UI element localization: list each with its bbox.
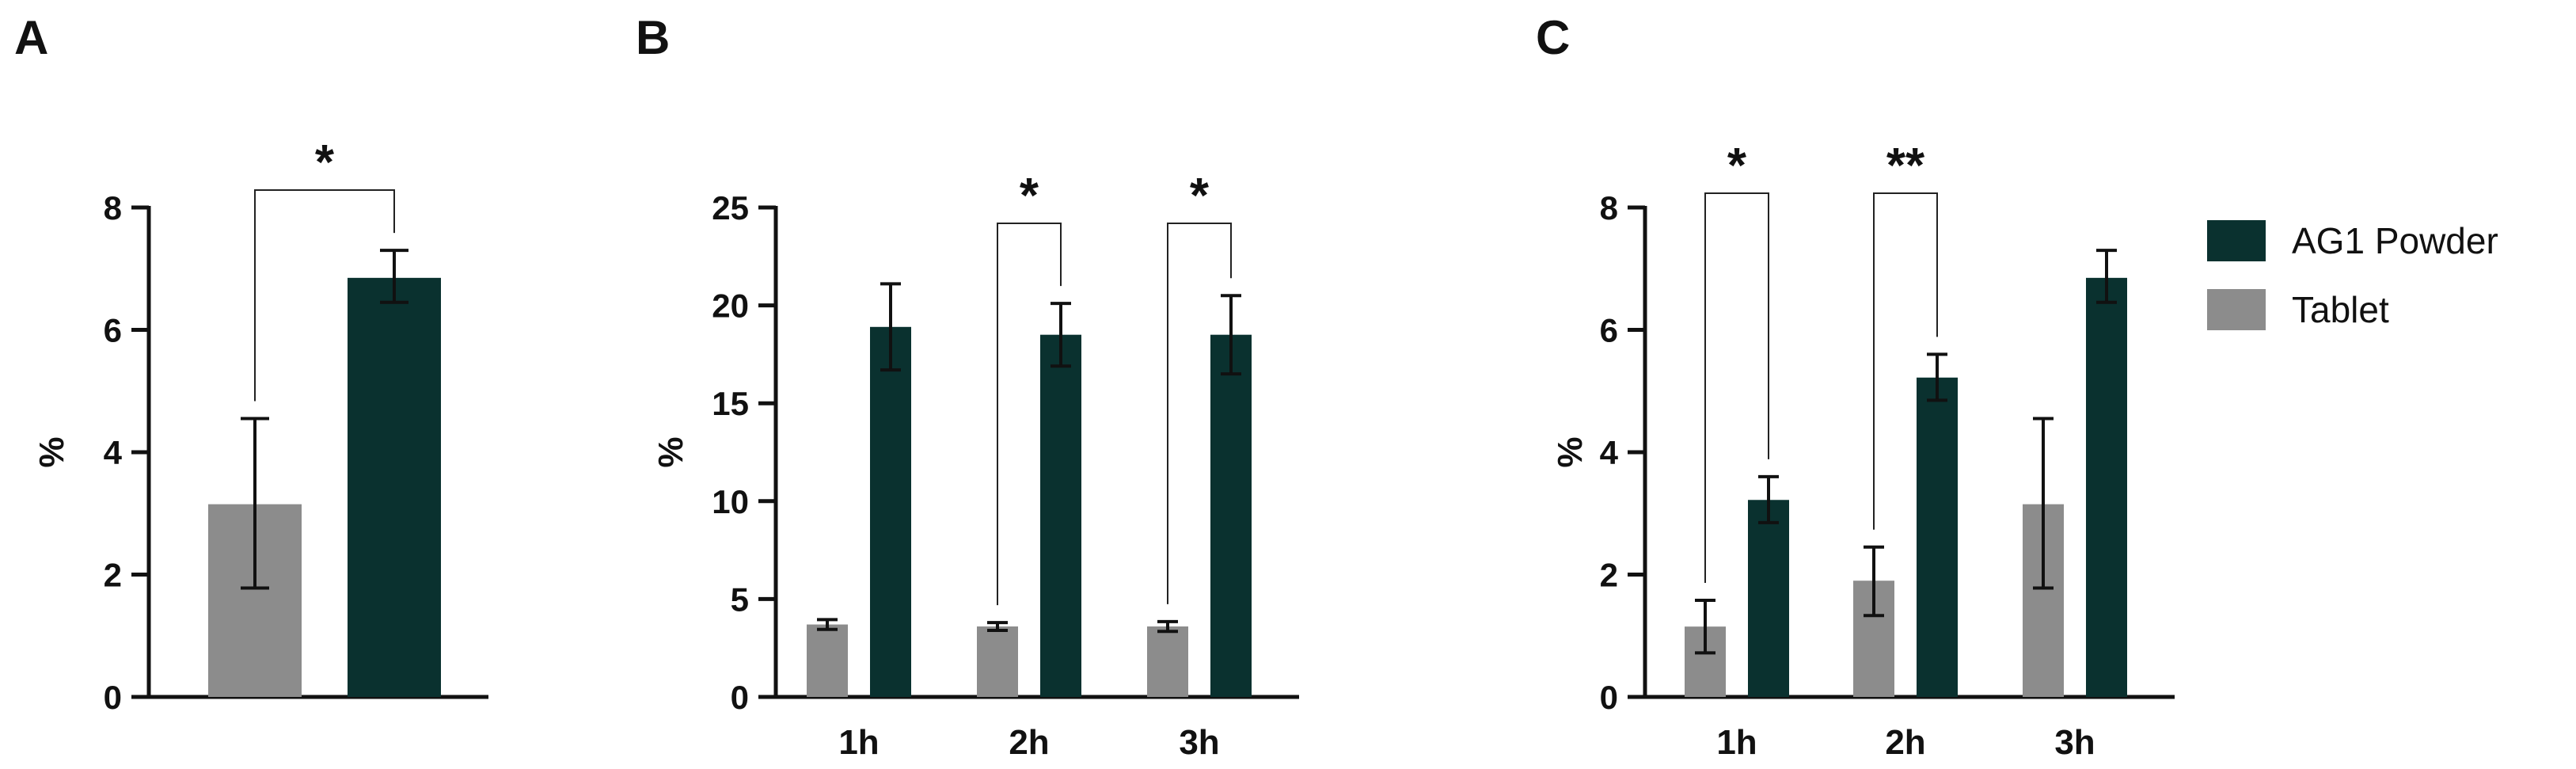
chart-b: 0 5 10 15 20 25% 1h 2h 3h * * xyxy=(652,169,1299,762)
y-tick-label: 8 xyxy=(1600,189,1618,227)
category-label: 2h xyxy=(1009,723,1049,762)
significance-marker: * xyxy=(1190,169,1210,223)
significance-bracket xyxy=(1704,192,1769,583)
legend-label-ag1-powder: AG1 Powder xyxy=(2292,220,2498,261)
y-tick-label: 4 xyxy=(104,434,123,471)
significance-marker: * xyxy=(1727,139,1747,193)
y-axis-label: % xyxy=(652,436,690,467)
legend: AG1 Powder Tablet xyxy=(2207,220,2498,330)
category-label: 1h xyxy=(1716,723,1757,762)
legend-swatch-tablet xyxy=(2207,289,2266,330)
category-label: 2h xyxy=(1885,723,1925,762)
legend-swatch-ag1-powder xyxy=(2207,220,2266,261)
y-axis-label: % xyxy=(1551,436,1590,467)
significance-bracket xyxy=(1873,192,1938,530)
bar-tablet xyxy=(807,624,848,697)
y-tick-label: 20 xyxy=(712,287,749,325)
y-tick-label: 0 xyxy=(104,679,122,716)
bar-ag1-powder xyxy=(1748,500,1789,697)
y-tick-label: 2 xyxy=(104,557,122,594)
y-tick-label: 4 xyxy=(1600,434,1619,471)
y-tick-label: 2 xyxy=(1600,557,1618,594)
bar-ag1-powder xyxy=(870,326,911,697)
bar-ag1-powder xyxy=(348,277,441,697)
bar-ag1-powder xyxy=(1917,377,1958,697)
panel-label-a: A xyxy=(14,11,48,64)
panel-label-b: B xyxy=(636,11,670,64)
significance-bracket xyxy=(997,223,1062,606)
bar-tablet xyxy=(977,626,1018,697)
y-axis-label: % xyxy=(32,436,71,467)
y-tick-label: 25 xyxy=(712,189,749,227)
significance-bracket xyxy=(254,189,395,402)
y-tick-label: 8 xyxy=(104,189,122,227)
y-tick-label: 10 xyxy=(712,483,749,520)
bar-ag1-powder xyxy=(2086,277,2127,697)
panel-label-c: C xyxy=(1536,11,1570,64)
y-tick-label: 15 xyxy=(712,385,749,422)
category-label: 3h xyxy=(2054,723,2095,762)
category-label: 1h xyxy=(838,723,879,762)
significance-marker: * xyxy=(315,135,335,190)
bar-ag1-powder xyxy=(1210,334,1252,697)
category-label: 3h xyxy=(1179,723,1219,762)
significance-marker: ** xyxy=(1886,139,1925,193)
bar-ag1-powder xyxy=(1040,334,1081,697)
bar-tablet xyxy=(1147,626,1188,697)
y-tick-label: 0 xyxy=(731,679,749,716)
significance-marker: * xyxy=(1020,169,1039,223)
y-tick-label: 5 xyxy=(731,581,749,618)
chart-a: 0 2 4 6 8% * xyxy=(32,135,488,716)
y-tick-label: 0 xyxy=(1600,679,1618,716)
y-tick-label: 6 xyxy=(104,312,122,349)
legend-label-tablet: Tablet xyxy=(2292,289,2389,330)
y-tick-label: 6 xyxy=(1600,312,1618,349)
significance-bracket xyxy=(1167,223,1232,604)
